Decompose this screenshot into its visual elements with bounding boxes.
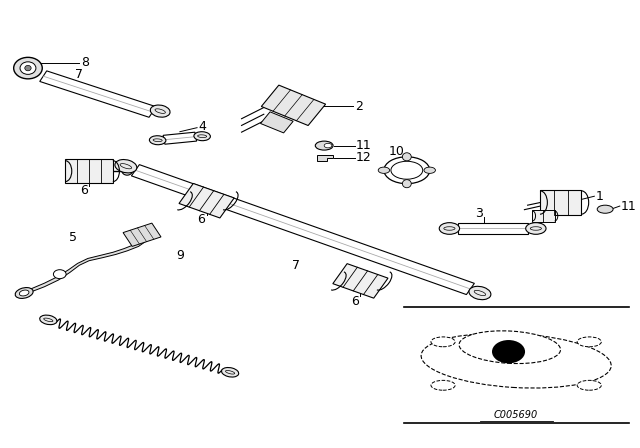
Ellipse shape: [459, 331, 561, 364]
Ellipse shape: [403, 153, 412, 161]
Bar: [260, 112, 293, 133]
Polygon shape: [40, 71, 156, 117]
Ellipse shape: [20, 62, 36, 74]
Text: 5: 5: [68, 231, 77, 244]
Text: C005690: C005690: [494, 410, 538, 420]
Bar: [179, 183, 234, 218]
Ellipse shape: [149, 136, 166, 145]
Circle shape: [53, 270, 66, 279]
Text: 7: 7: [292, 258, 300, 272]
Ellipse shape: [19, 290, 29, 296]
Bar: [532, 210, 555, 221]
Ellipse shape: [391, 161, 422, 179]
Text: 4: 4: [198, 120, 206, 133]
Ellipse shape: [577, 380, 602, 390]
Ellipse shape: [421, 333, 611, 388]
Polygon shape: [131, 164, 474, 295]
Ellipse shape: [431, 380, 455, 390]
Text: 11: 11: [621, 199, 637, 213]
Ellipse shape: [431, 337, 455, 347]
Circle shape: [492, 340, 525, 363]
Ellipse shape: [194, 132, 211, 141]
Ellipse shape: [469, 286, 491, 300]
Ellipse shape: [384, 157, 429, 184]
Ellipse shape: [122, 167, 132, 175]
Text: 8: 8: [81, 56, 90, 69]
Ellipse shape: [40, 315, 57, 325]
Text: 9: 9: [177, 249, 184, 262]
Ellipse shape: [25, 65, 31, 71]
Text: 1: 1: [596, 190, 604, 203]
Bar: [261, 85, 326, 125]
Ellipse shape: [577, 337, 602, 347]
Polygon shape: [458, 223, 527, 234]
Text: 3: 3: [476, 207, 483, 220]
Text: 2: 2: [355, 99, 363, 113]
Ellipse shape: [316, 141, 333, 150]
Ellipse shape: [439, 223, 460, 234]
Ellipse shape: [13, 57, 42, 79]
Bar: [333, 263, 388, 298]
Ellipse shape: [597, 205, 613, 213]
Ellipse shape: [115, 159, 137, 173]
Ellipse shape: [403, 180, 412, 188]
Ellipse shape: [221, 367, 239, 377]
Ellipse shape: [424, 167, 435, 173]
Polygon shape: [163, 132, 196, 144]
Ellipse shape: [15, 288, 33, 298]
Text: 6: 6: [197, 213, 205, 227]
Ellipse shape: [324, 143, 332, 148]
Text: 10: 10: [388, 145, 404, 158]
Text: 12: 12: [356, 151, 372, 164]
Polygon shape: [317, 155, 333, 161]
Text: 7: 7: [75, 68, 83, 82]
Polygon shape: [19, 230, 149, 296]
Bar: [65, 159, 113, 183]
Text: 6: 6: [351, 294, 358, 308]
Bar: [540, 190, 581, 215]
Text: 11: 11: [356, 139, 372, 152]
Ellipse shape: [525, 223, 546, 234]
Ellipse shape: [150, 105, 170, 117]
Text: 6: 6: [81, 184, 88, 197]
Ellipse shape: [378, 167, 390, 173]
Bar: [123, 223, 161, 246]
